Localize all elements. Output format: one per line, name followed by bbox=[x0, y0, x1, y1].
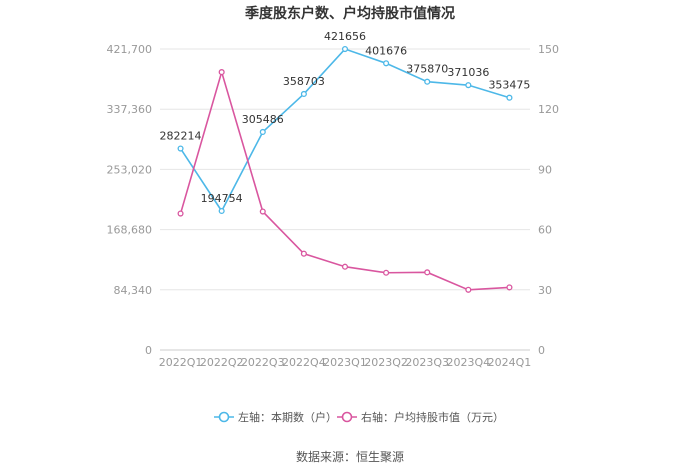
series-line bbox=[179, 69, 510, 291]
left-tick-label: 253,020 bbox=[107, 163, 153, 176]
data-point bbox=[424, 78, 431, 85]
x-tick-label: 2023Q1 bbox=[323, 356, 367, 369]
data-point bbox=[341, 45, 349, 53]
left-tick-label: 0 bbox=[145, 344, 152, 357]
data-point bbox=[300, 90, 307, 98]
legend-item[interactable]: 左轴：本期数（户） bbox=[214, 410, 337, 424]
left-tick-label: 84,340 bbox=[114, 284, 153, 297]
data-point bbox=[177, 145, 184, 152]
right-tick-label: 0 bbox=[538, 344, 545, 357]
data-label: 401676 bbox=[365, 44, 407, 57]
data-point bbox=[259, 128, 266, 136]
left-axis: 0 84,340 168,680 253,020 337,360 421,700 bbox=[107, 43, 153, 357]
x-tick-label: 2022Q2 bbox=[200, 356, 244, 369]
x-tick-label: 2023Q2 bbox=[364, 356, 408, 369]
right-tick-label: 30 bbox=[538, 284, 552, 297]
data-label: 375870 bbox=[406, 63, 448, 76]
legend[interactable]: 左轴：本期数（户） 右轴：户均持股市值（万元） bbox=[214, 410, 504, 424]
x-tick-label: 2023Q3 bbox=[405, 356, 449, 369]
data-point bbox=[506, 94, 513, 101]
legend-marker bbox=[218, 411, 230, 423]
data-label: 421656 bbox=[324, 30, 366, 43]
data-point bbox=[506, 284, 513, 291]
x-tick-label: 2024Q1 bbox=[488, 356, 532, 369]
data-point bbox=[300, 250, 307, 257]
data-label: 305486 bbox=[242, 113, 284, 126]
data-point bbox=[218, 207, 225, 215]
right-tick-label: 60 bbox=[538, 224, 552, 237]
right-tick-label: 150 bbox=[538, 43, 559, 56]
x-tick-label: 2022Q4 bbox=[282, 356, 326, 369]
x-axis: 2022Q12022Q22022Q32022Q42023Q12023Q22023… bbox=[159, 356, 532, 369]
left-tick-label: 421,700 bbox=[107, 43, 153, 56]
legend-label: 左轴：本期数（户） bbox=[238, 410, 337, 424]
data-label: 371036 bbox=[447, 66, 489, 79]
right-tick-label: 90 bbox=[538, 163, 552, 176]
data-label: 358703 bbox=[283, 75, 325, 88]
data-point bbox=[218, 69, 225, 76]
x-tick-label: 2023Q4 bbox=[447, 356, 491, 369]
data-point bbox=[259, 208, 266, 215]
data-point bbox=[383, 60, 390, 67]
legend-label: 右轴：户均持股市值（万元） bbox=[361, 410, 504, 424]
data-point bbox=[383, 269, 390, 276]
x-tick-label: 2022Q3 bbox=[241, 356, 285, 369]
data-label: 282214 bbox=[160, 130, 202, 143]
data-point bbox=[424, 269, 431, 276]
left-tick-label: 337,360 bbox=[107, 103, 153, 116]
left-tick-label: 168,680 bbox=[107, 224, 153, 237]
data-label: 353475 bbox=[488, 79, 530, 92]
data-point bbox=[465, 286, 472, 293]
data-label: 194754 bbox=[201, 192, 243, 205]
data-point bbox=[465, 82, 472, 89]
data-point bbox=[341, 263, 349, 270]
x-tick-label: 2022Q1 bbox=[159, 356, 203, 369]
chart-title: 季度股东户数、户均持股市值情况 bbox=[244, 5, 455, 22]
data-point bbox=[177, 210, 184, 217]
right-tick-label: 120 bbox=[538, 103, 559, 116]
legend-marker bbox=[341, 411, 353, 423]
legend-item[interactable]: 右轴：户均持股市值（万元） bbox=[337, 410, 504, 424]
right-axis: 0 30 60 90 120 150 bbox=[538, 43, 559, 357]
source-note: 数据来源：恒生聚源 bbox=[296, 449, 404, 464]
